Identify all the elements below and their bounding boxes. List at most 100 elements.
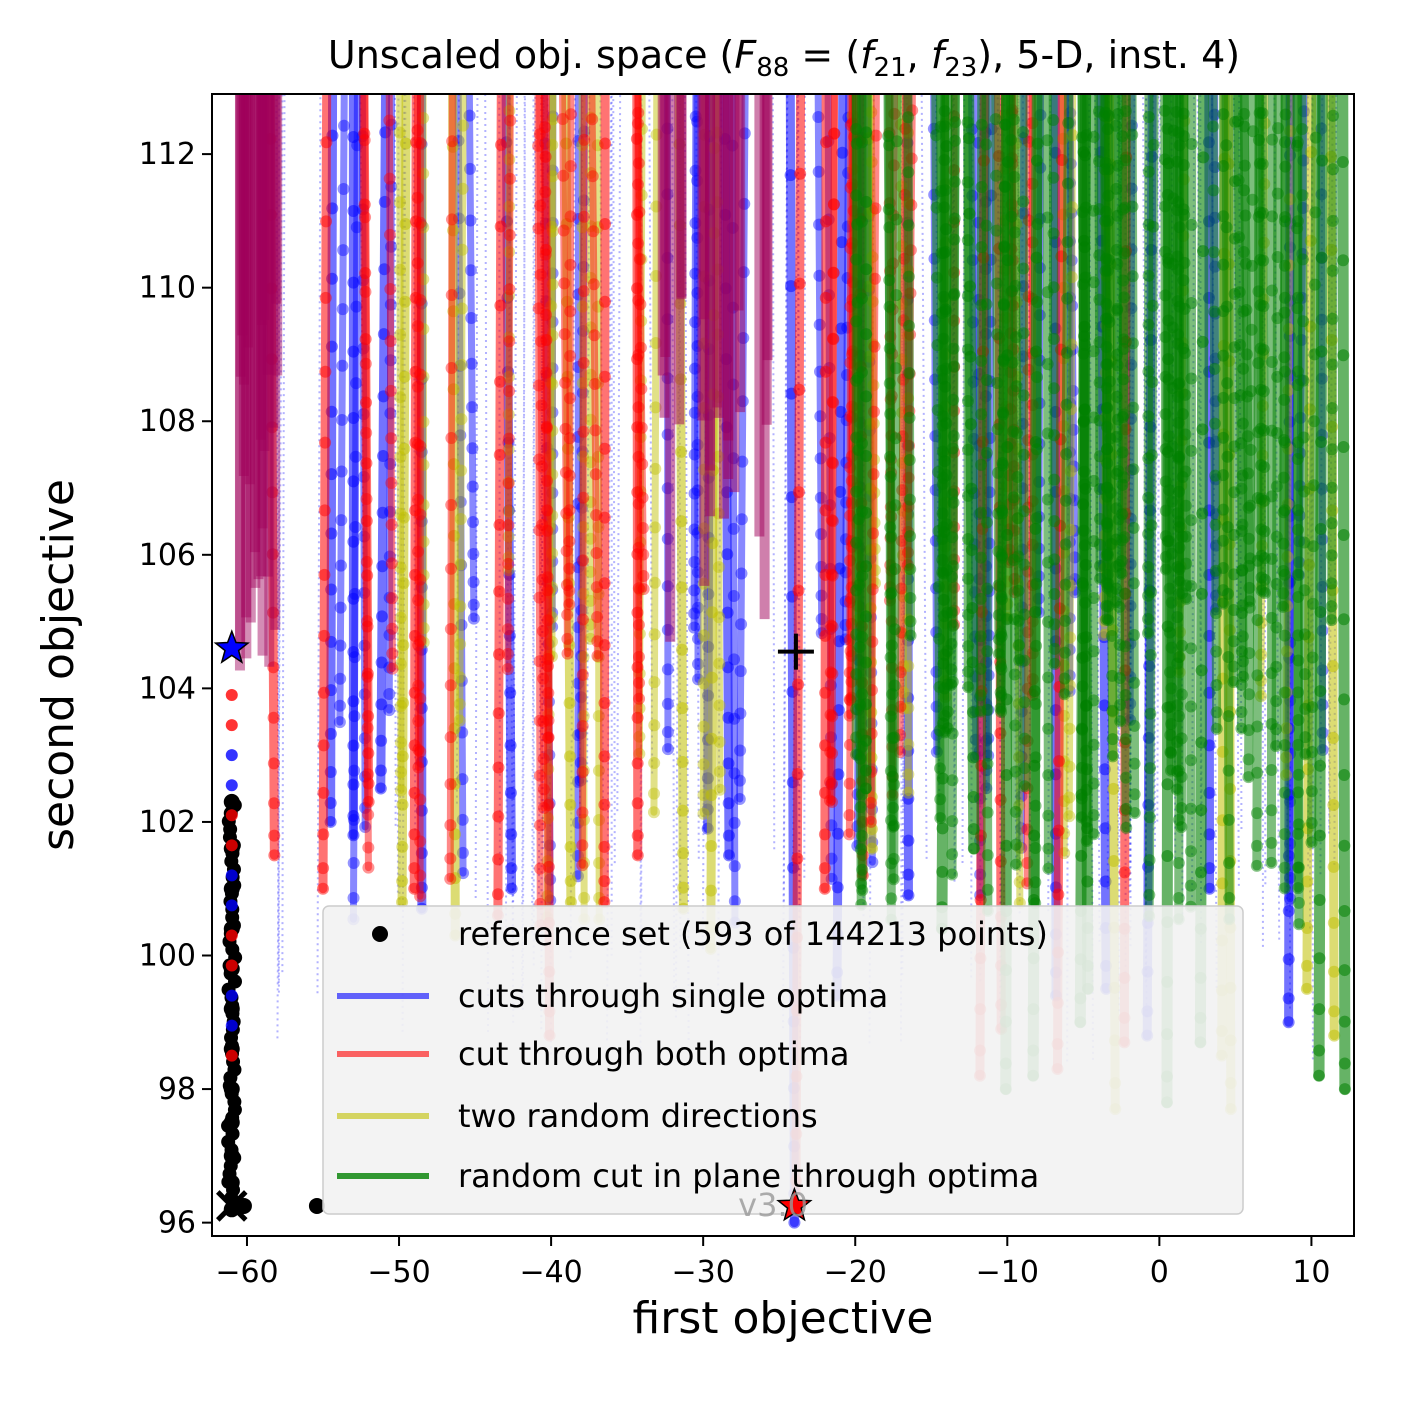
cut-line bbox=[336, 94, 348, 726]
cut-3-f10 bbox=[393, 94, 407, 797]
cut-point bbox=[563, 432, 576, 445]
cut-point bbox=[598, 442, 611, 455]
cut-point bbox=[902, 792, 915, 805]
cut-point bbox=[492, 761, 505, 774]
cut-point bbox=[463, 109, 476, 122]
cut-point bbox=[990, 224, 1003, 237]
cut-point bbox=[456, 813, 469, 826]
cut-point bbox=[502, 505, 515, 518]
cut-point bbox=[541, 474, 554, 487]
cut-point bbox=[1325, 614, 1338, 627]
cut-point bbox=[1233, 286, 1246, 299]
cut-point bbox=[1278, 629, 1291, 642]
cut-line bbox=[650, 94, 661, 816]
cut-point bbox=[564, 160, 577, 173]
cut-point bbox=[961, 290, 974, 303]
cut-point bbox=[492, 707, 505, 720]
cut-point bbox=[467, 598, 480, 611]
dotted-cut bbox=[455, 94, 461, 804]
cut-point bbox=[1142, 410, 1155, 423]
y-tick-label: 108 bbox=[139, 404, 196, 439]
cut-point bbox=[1338, 964, 1351, 977]
cut-point bbox=[991, 376, 1004, 389]
cut-point bbox=[467, 576, 480, 589]
cut-point bbox=[338, 119, 351, 132]
cut-4-f63 bbox=[1253, 94, 1268, 597]
cut-point bbox=[445, 213, 458, 226]
cut-point bbox=[1017, 126, 1030, 139]
cut-line bbox=[446, 94, 456, 883]
cut-point bbox=[632, 618, 645, 631]
cut-point bbox=[1298, 584, 1311, 597]
cut-point bbox=[587, 225, 600, 238]
cut-point bbox=[362, 861, 375, 874]
cut-point bbox=[1099, 205, 1112, 218]
dotted-cut bbox=[393, 94, 397, 826]
cut-point bbox=[1308, 415, 1321, 428]
cut-point bbox=[361, 615, 374, 628]
cut-line bbox=[559, 94, 572, 658]
cut-line bbox=[1052, 94, 1067, 1074]
cut-point bbox=[494, 375, 507, 388]
cut-point bbox=[706, 606, 719, 619]
cut-4-f64 bbox=[946, 94, 962, 881]
cut-point bbox=[721, 661, 734, 674]
cut-point bbox=[1298, 55, 1310, 67]
cut-point bbox=[636, 458, 649, 471]
cut-point bbox=[376, 560, 389, 573]
cut-point bbox=[1208, 305, 1221, 318]
cut-line bbox=[1271, 94, 1283, 751]
cut-point bbox=[317, 786, 330, 799]
cut-point bbox=[1271, 187, 1284, 200]
cut-point bbox=[465, 357, 478, 370]
cut-point bbox=[637, 583, 650, 596]
cut-point bbox=[721, 606, 734, 619]
cut-point bbox=[981, 645, 994, 658]
cut-point bbox=[1184, 754, 1197, 767]
cut-point bbox=[1271, 426, 1284, 439]
cut-point bbox=[1142, 365, 1155, 378]
cut-point bbox=[412, 545, 425, 558]
cut-point bbox=[590, 546, 603, 559]
cut-point bbox=[1041, 493, 1054, 506]
cut-point bbox=[445, 499, 458, 512]
cut-point bbox=[560, 507, 573, 520]
reference-set bbox=[221, 689, 325, 1218]
cut-point bbox=[537, 672, 550, 685]
cut-point bbox=[883, 450, 896, 463]
cut-line bbox=[1313, 94, 1328, 1082]
cut-point bbox=[1217, 584, 1230, 597]
cut-point bbox=[540, 422, 553, 435]
cut-point bbox=[946, 848, 959, 861]
cut-point bbox=[843, 809, 856, 822]
cut-point bbox=[384, 407, 397, 420]
cut-point bbox=[1278, 828, 1291, 841]
cut-point bbox=[865, 823, 878, 836]
cut-point bbox=[537, 752, 550, 765]
cut-point bbox=[535, 460, 548, 473]
cut-point bbox=[350, 377, 363, 390]
x-tick-label: 0 bbox=[1150, 1255, 1169, 1290]
cut-point bbox=[412, 679, 425, 692]
cut-point bbox=[712, 561, 725, 574]
cut-point bbox=[1061, 177, 1074, 190]
cut-point bbox=[572, 775, 585, 788]
cut-point bbox=[948, 360, 961, 373]
cut-point bbox=[556, 113, 569, 126]
cut-point bbox=[1237, 655, 1250, 668]
reference-point bbox=[225, 1019, 238, 1032]
cut-point bbox=[1217, 160, 1230, 173]
cut-point bbox=[598, 577, 611, 590]
cut-point bbox=[1116, 130, 1129, 143]
cut-point bbox=[598, 697, 611, 710]
cut-point bbox=[850, 137, 863, 150]
cut-point bbox=[385, 432, 398, 445]
cut-point bbox=[503, 172, 516, 185]
cut-point bbox=[572, 621, 585, 634]
cut-point bbox=[538, 121, 551, 134]
cut-point bbox=[962, 489, 975, 502]
cut-point bbox=[532, 379, 545, 392]
reference-point bbox=[225, 1049, 238, 1062]
cut-point bbox=[1042, 671, 1055, 684]
cut-4-f19 bbox=[1278, 94, 1291, 895]
